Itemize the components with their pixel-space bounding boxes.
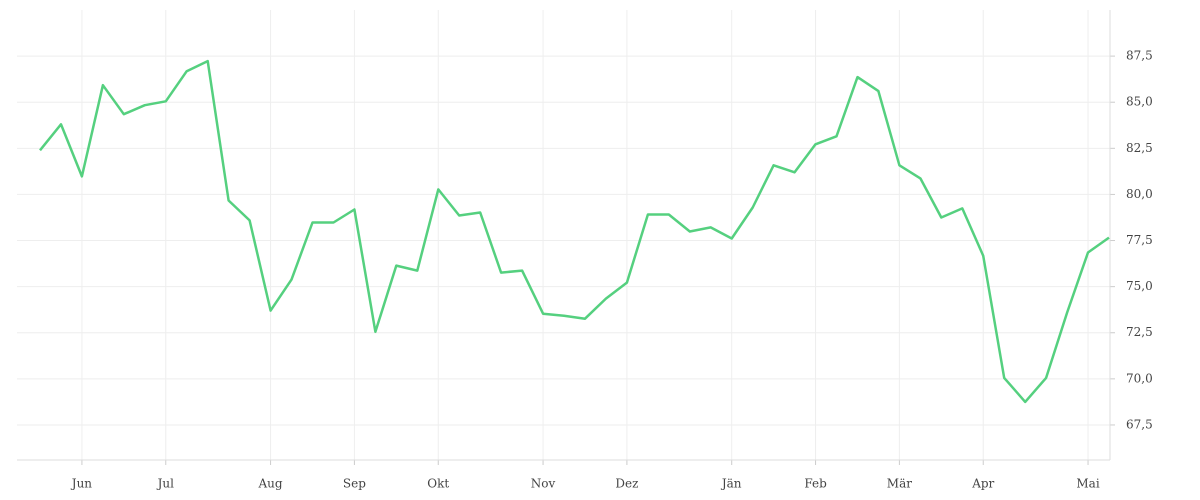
x-tick-label: Feb [804,477,827,491]
data-line [39,59,1110,404]
x-tick-label: Mai [1076,477,1099,491]
y-tick-label: 80,0 [1126,187,1153,201]
x-tick-label: Okt [427,477,449,491]
x-tick-label: Sep [343,477,366,491]
y-tick-label: 85,0 [1126,95,1153,109]
y-tick-label: 70,0 [1126,371,1153,385]
x-tick-label: Jul [156,477,175,491]
y-tick-label: 77,5 [1126,233,1153,247]
y-tick-label: 75,0 [1126,279,1153,293]
y-tick-label: 82,5 [1126,141,1153,155]
x-tick-label: Mär [887,477,912,491]
x-tick-label: Nov [531,477,556,491]
x-tick-label: Apr [971,477,994,491]
y-tick-label: 87,5 [1126,49,1153,63]
x-tick-label: Jän [720,477,742,491]
y-tick-label: 72,5 [1126,325,1153,339]
x-tick-label: Jun [70,477,93,491]
y-tick-label: 67,5 [1126,417,1153,431]
x-tick-label: Dez [615,477,638,491]
x-tick-label: Aug [258,477,283,491]
